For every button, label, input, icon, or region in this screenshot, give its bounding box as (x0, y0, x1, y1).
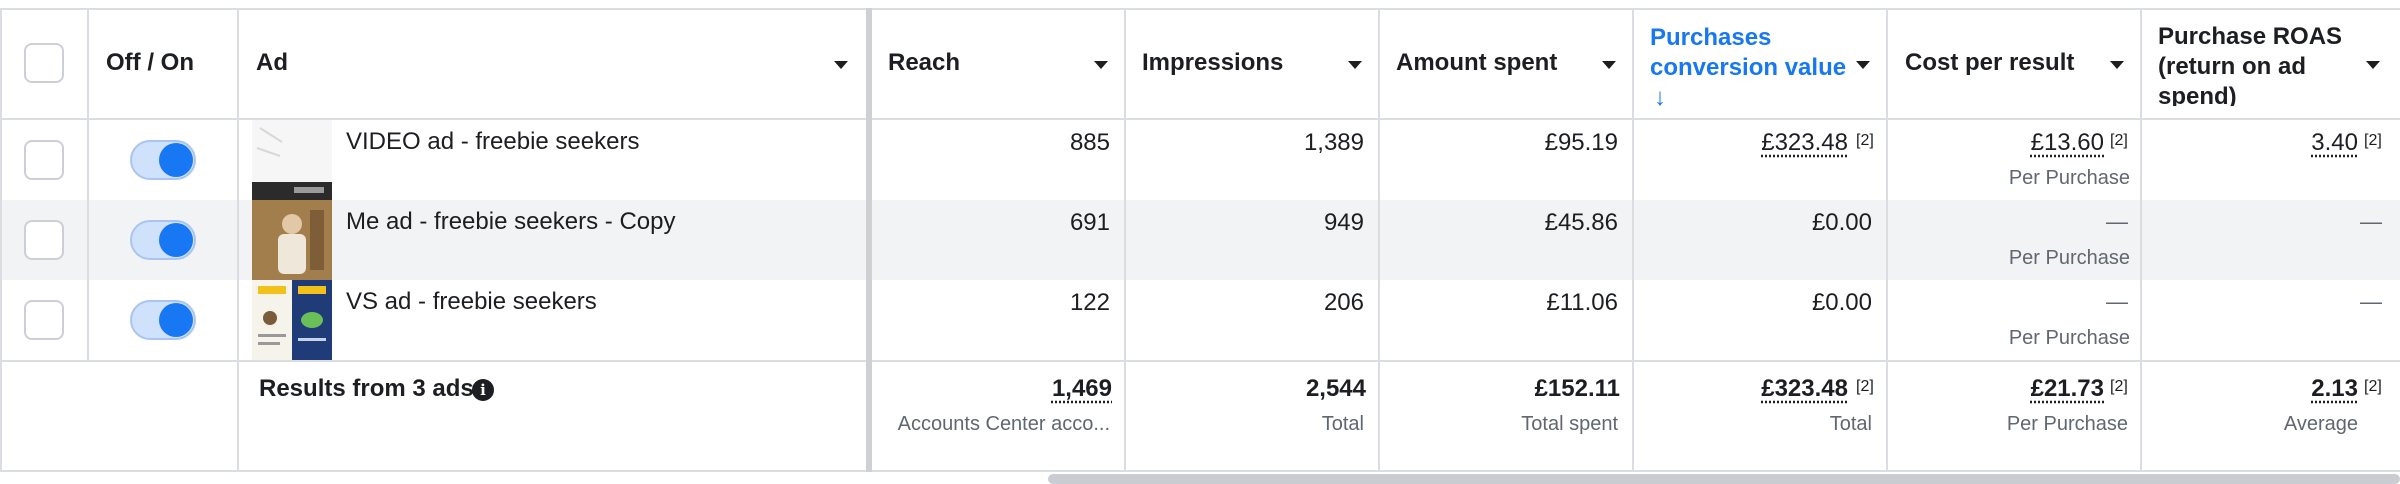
totals-top-border (0, 360, 2400, 362)
col-divider (1378, 8, 1380, 472)
purchases-value[interactable]: £323.48 (1761, 129, 1848, 156)
caret-down-icon[interactable] (1602, 61, 1616, 69)
cost-per-result-sub: Per Purchase (2008, 327, 2130, 349)
toggle-icon[interactable] (130, 220, 196, 260)
roas-value: — (2360, 209, 2382, 234)
total-amount-spent: £152.11 (1534, 375, 1620, 402)
info-icon[interactable]: i (472, 379, 494, 401)
amount-spent-value: £95.19 (1544, 129, 1618, 156)
reach-value: 885 (1069, 129, 1110, 156)
ad-thumbnail[interactable] (252, 200, 332, 280)
col-divider (2140, 8, 2142, 472)
frozen-column-divider[interactable] (866, 8, 872, 472)
row-checkbox[interactable] (24, 300, 64, 340)
reach-value: 691 (1069, 209, 1110, 236)
col-divider (237, 8, 239, 472)
row-checkbox[interactable] (24, 220, 64, 260)
cost-per-result-sub: Per Purchase (2008, 167, 2130, 189)
col-divider (0, 8, 2, 472)
header-cost-per-result[interactable]: Cost per result (1905, 49, 2075, 76)
results-label: Results from 3 ads (259, 375, 474, 402)
total-amount-spent-sub: Total spent (1521, 413, 1618, 435)
ad-name[interactable]: Me ad - freebie seekers - Copy (346, 208, 676, 235)
reach-value: 122 (1069, 289, 1110, 316)
table-top-border (0, 8, 2400, 10)
caret-down-icon[interactable] (834, 61, 848, 69)
footnote-marker: [2] (2110, 378, 2128, 395)
cost-per-result-value: — (2106, 289, 2128, 314)
col-divider (1632, 8, 1634, 472)
caret-down-icon[interactable] (1348, 61, 1362, 69)
total-cost-per-result[interactable]: £21.73 (2030, 375, 2104, 402)
impressions-value: 949 (1323, 209, 1364, 236)
total-cost-per-result-sub: Per Purchase (2006, 413, 2128, 435)
row-highlight (0, 200, 2400, 280)
header-roas-line2: (return on ad (2158, 53, 2306, 80)
ad-thumbnail[interactable] (252, 120, 332, 200)
total-purchases-value-sub: Total (1829, 413, 1872, 435)
toggle-icon[interactable] (130, 300, 196, 340)
header-amount-spent[interactable]: Amount spent (1396, 49, 1558, 76)
header-roas-line1: Purchase ROAS (2158, 23, 2343, 50)
header-roas-line3: spend) (2158, 83, 2237, 106)
impressions-value: 206 (1323, 289, 1364, 316)
purchases-value: £0.00 (1811, 209, 1872, 236)
toggle-icon[interactable] (130, 140, 196, 180)
amount-spent-value: £11.06 (1546, 289, 1618, 316)
footnote-marker: [2] (1856, 378, 1874, 395)
caret-down-icon[interactable] (1856, 61, 1870, 69)
caret-down-icon[interactable] (1094, 61, 1108, 69)
header-bottom-border (0, 118, 2400, 120)
footnote-marker: [2] (2364, 132, 2382, 149)
col-divider (87, 8, 89, 360)
select-all-checkbox[interactable] (24, 43, 64, 83)
footnote-marker: [2] (2110, 132, 2128, 149)
arrow-down-icon[interactable]: ↓ (1654, 84, 1666, 111)
caret-down-icon[interactable] (2366, 61, 2380, 69)
footnote-marker: [2] (2364, 378, 2382, 395)
purchases-value: £0.00 (1811, 289, 1872, 316)
header-purchases-value-line1[interactable]: Purchases (1650, 24, 1772, 51)
ad-thumbnail[interactable] (252, 280, 332, 360)
table-bottom-border (0, 470, 2400, 472)
total-impressions: 2,544 (1305, 375, 1366, 402)
footnote-marker: [2] (1856, 132, 1874, 149)
cost-per-result-value: — (2106, 209, 2128, 234)
total-reach-sub: Accounts Center acco... (897, 413, 1110, 435)
col-divider (1886, 8, 1888, 472)
total-roas[interactable]: 2.13 (2311, 375, 2358, 402)
header-roas[interactable]: Purchase ROAS (return on ad spend) (2158, 22, 2370, 106)
header-ad[interactable]: Ad (256, 49, 288, 76)
ad-name[interactable]: VS ad - freebie seekers (346, 288, 597, 315)
header-purchases-value-line2[interactable]: conversion value (1650, 54, 1847, 81)
header-impressions[interactable]: Impressions (1142, 49, 1284, 76)
caret-down-icon[interactable] (2110, 61, 2124, 69)
roas-value: — (2360, 289, 2382, 314)
header-off-on[interactable]: Off / On (106, 49, 194, 76)
impressions-value: 1,389 (1303, 129, 1364, 156)
total-roas-sub: Average (2283, 413, 2358, 435)
horizontal-scrollbar[interactable] (1048, 474, 2400, 484)
col-divider (1124, 8, 1126, 472)
total-impressions-sub: Total (1321, 413, 1364, 435)
row-checkbox[interactable] (24, 140, 64, 180)
total-reach[interactable]: 1,469 (1051, 375, 1112, 402)
cost-per-result-sub: Per Purchase (2008, 247, 2130, 269)
header-reach[interactable]: Reach (888, 49, 961, 76)
cost-per-result-value[interactable]: £13.60 (2030, 129, 2104, 156)
total-purchases-value[interactable]: £323.48 (1761, 375, 1848, 402)
roas-value[interactable]: 3.40 (2311, 129, 2358, 156)
amount-spent-value: £45.86 (1544, 209, 1618, 236)
ad-name[interactable]: VIDEO ad - freebie seekers (346, 128, 640, 155)
